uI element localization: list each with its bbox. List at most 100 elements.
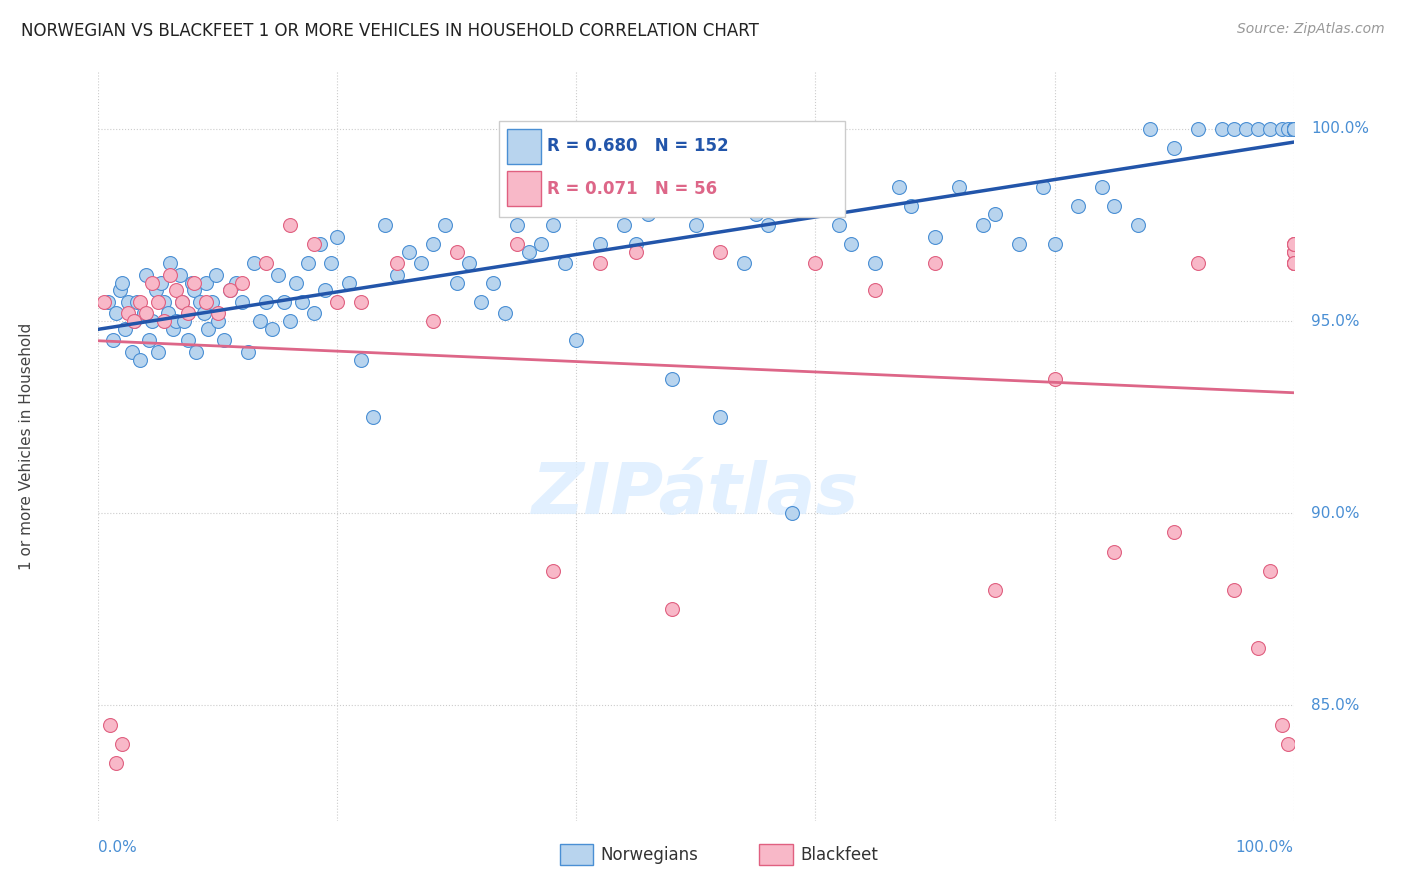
Point [260, 322, 283, 336]
Point [98, 717, 122, 731]
Point [117, 294, 139, 309]
Point [291, 294, 314, 309]
Point [1282, 122, 1305, 136]
Point [186, 344, 208, 359]
Point [1163, 525, 1185, 540]
Point [278, 314, 301, 328]
Point [169, 268, 191, 282]
Point [180, 276, 202, 290]
Point [1282, 122, 1305, 136]
Point [1282, 122, 1305, 136]
Point [613, 218, 636, 232]
Text: 100.0%: 100.0% [1312, 121, 1369, 136]
Point [219, 284, 242, 298]
Point [1271, 717, 1294, 731]
Text: 100.0%: 100.0% [1236, 840, 1294, 855]
Point [1282, 122, 1305, 136]
Point [159, 268, 181, 282]
Point [1282, 122, 1305, 136]
Point [1277, 737, 1299, 751]
Point [804, 256, 827, 270]
Point [1128, 218, 1150, 232]
Point [1282, 122, 1305, 136]
Point [1282, 122, 1305, 136]
Point [1282, 122, 1305, 136]
Point [1032, 179, 1054, 194]
Point [183, 276, 205, 290]
Point [326, 294, 349, 309]
Point [173, 314, 195, 328]
Text: R = 0.680   N = 152: R = 0.680 N = 152 [547, 137, 728, 155]
Point [117, 306, 139, 320]
Point [339, 276, 361, 290]
Point [1091, 179, 1114, 194]
Text: 1 or more Vehicles in Household: 1 or more Vehicles in Household [20, 322, 34, 570]
Point [121, 344, 143, 359]
Point [984, 206, 1007, 220]
Point [709, 244, 731, 259]
Point [231, 294, 253, 309]
Point [350, 294, 373, 309]
Text: NORWEGIAN VS BLACKFEET 1 OR MORE VEHICLES IN HOUSEHOLD CORRELATION CHART: NORWEGIAN VS BLACKFEET 1 OR MORE VEHICLE… [21, 22, 759, 40]
Point [1282, 244, 1305, 259]
Point [1282, 122, 1305, 136]
Text: ZIPátlas: ZIPátlas [533, 459, 859, 529]
Point [828, 218, 851, 232]
Point [124, 314, 146, 328]
Point [745, 206, 768, 220]
Point [1282, 122, 1305, 136]
Point [212, 334, 235, 348]
Point [1282, 122, 1305, 136]
Point [97, 294, 120, 309]
Point [243, 256, 266, 270]
Point [1258, 564, 1281, 578]
Point [446, 276, 468, 290]
Point [1187, 256, 1209, 270]
Point [1282, 122, 1305, 136]
Point [195, 276, 218, 290]
Point [183, 284, 205, 298]
Point [148, 294, 170, 309]
Point [1277, 122, 1299, 136]
Point [177, 306, 200, 320]
Point [554, 256, 576, 270]
Point [589, 237, 612, 252]
Point [1282, 122, 1305, 136]
Point [207, 314, 229, 328]
Point [841, 237, 863, 252]
Point [1258, 122, 1281, 136]
Point [756, 218, 779, 232]
Point [302, 237, 325, 252]
Point [1282, 122, 1305, 136]
Point [900, 199, 922, 213]
Point [1282, 122, 1305, 136]
Point [1282, 122, 1305, 136]
Point [1282, 122, 1305, 136]
Text: 90.0%: 90.0% [1312, 506, 1360, 521]
Text: Source: ZipAtlas.com: Source: ZipAtlas.com [1237, 22, 1385, 37]
Point [865, 256, 887, 270]
Point [273, 294, 295, 309]
Point [1247, 640, 1270, 655]
Point [1282, 122, 1305, 136]
Point [124, 314, 146, 328]
Point [422, 314, 444, 328]
Point [153, 294, 176, 309]
Point [865, 284, 887, 298]
Point [125, 294, 148, 309]
Point [1282, 122, 1305, 136]
Point [195, 294, 218, 309]
Point [1067, 199, 1090, 213]
Point [1163, 141, 1185, 155]
Point [780, 506, 803, 520]
Point [1282, 122, 1305, 136]
Point [1234, 122, 1257, 136]
Point [1282, 122, 1305, 136]
FancyBboxPatch shape [508, 129, 541, 163]
Point [1271, 122, 1294, 136]
Point [278, 218, 301, 232]
Point [153, 314, 176, 328]
Point [1282, 256, 1305, 270]
Point [129, 352, 152, 367]
Point [284, 276, 307, 290]
